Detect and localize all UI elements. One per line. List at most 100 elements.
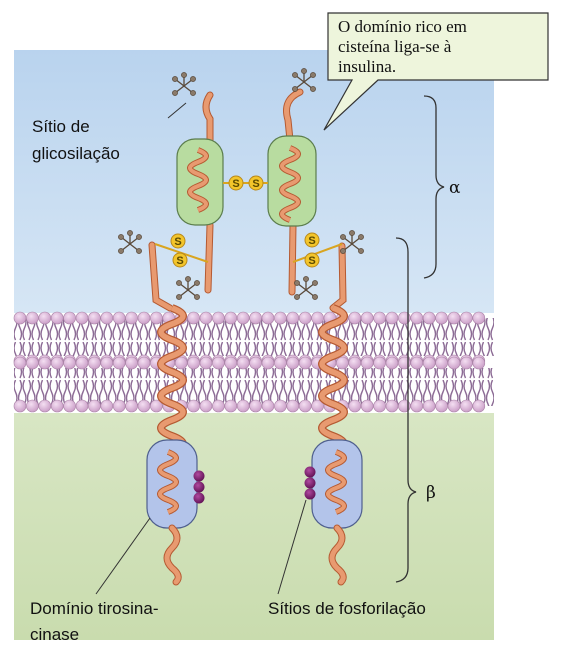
lipid-head — [212, 311, 225, 325]
lipid-head — [274, 356, 287, 370]
lipid-head — [360, 311, 374, 325]
phospho-label: Sítios de fosforilação — [268, 599, 426, 618]
lipid-head — [236, 356, 250, 370]
right-phospho-site-3 — [304, 488, 316, 500]
lipid-head — [137, 399, 151, 413]
lipid-head — [50, 311, 64, 325]
lipid-head — [460, 356, 473, 370]
lipid-head — [63, 399, 76, 413]
lipid-head — [410, 399, 424, 413]
lipid-head — [435, 356, 448, 370]
lipid-head — [187, 311, 200, 325]
lipid-head — [13, 356, 27, 370]
left-receptor-subunit — [146, 91, 224, 586]
alpha-label: α — [449, 178, 461, 198]
lipid-head — [100, 311, 114, 325]
lipid-head — [410, 311, 424, 325]
lipid-head — [50, 399, 64, 413]
left-phospho-site-2 — [193, 481, 205, 493]
lipid-head — [13, 399, 27, 413]
glycan-tree — [340, 230, 364, 254]
lipid-head — [75, 311, 89, 325]
disulfide-bonds: S S S S S S — [154, 175, 343, 268]
lipid-head — [447, 356, 461, 370]
lipid-head — [224, 399, 238, 413]
lipid-head — [311, 311, 324, 325]
lipid-head — [336, 356, 349, 370]
kinase-label-line-1: Domínio tirosina- — [30, 599, 159, 618]
lipid-head — [249, 356, 262, 370]
glycosylation-label-line-1: Sítio de — [32, 117, 90, 136]
left-phospho-site-3 — [193, 492, 205, 504]
lipid-head — [286, 399, 300, 413]
lipid-head — [261, 356, 275, 370]
lipid-head — [112, 356, 126, 370]
phospho-pointer — [277, 499, 307, 595]
glycan-tree — [118, 230, 142, 254]
lipid-head — [13, 311, 27, 325]
lipid-head — [447, 399, 461, 413]
lipid-head — [435, 311, 448, 325]
lipid-head — [348, 356, 362, 370]
lipid-head — [274, 311, 287, 325]
lipid-head — [236, 311, 250, 325]
lipid-head — [187, 356, 200, 370]
lipid-head — [100, 399, 114, 413]
glycan-tree — [176, 276, 200, 300]
glycosylation-pointer — [167, 102, 187, 119]
disulfide-s-1-label: S — [232, 178, 239, 190]
kinase-label-line-2: cinase — [30, 625, 79, 644]
lipid-head — [422, 311, 436, 325]
disulfide-s-6 — [304, 252, 320, 268]
lipid-head — [212, 399, 225, 413]
beta-bracket — [395, 237, 417, 583]
right-phospho-site-2 — [304, 477, 316, 489]
lipid-head — [187, 399, 200, 413]
right-phospho-site-1 — [304, 466, 316, 478]
disulfide-s-2 — [248, 175, 264, 191]
lipid-head — [50, 356, 64, 370]
lipid-head — [75, 356, 89, 370]
alpha-bracket — [423, 95, 445, 279]
lipid-head — [249, 311, 262, 325]
disulfide-s-4 — [172, 252, 188, 268]
disulfide-s-3-label: S — [174, 236, 181, 248]
glycan-tree — [172, 72, 196, 96]
lipid-head — [360, 356, 374, 370]
lipid-head — [261, 399, 275, 413]
lipid-head — [348, 311, 362, 325]
lipid-head — [373, 311, 386, 325]
lipid-head — [125, 311, 138, 325]
lipid-head — [26, 311, 39, 325]
disulfide-s-3 — [170, 233, 186, 249]
lipid-head — [38, 399, 52, 413]
lipid-head — [410, 356, 424, 370]
lipid-head — [100, 356, 114, 370]
lipid-head — [460, 399, 473, 413]
glycosylation-sites — [118, 68, 364, 300]
lipid-head — [385, 356, 399, 370]
disulfide-s-1 — [228, 175, 244, 191]
lipid-head — [125, 399, 138, 413]
disulfide-s-2-label: S — [252, 178, 259, 190]
lipid-head — [63, 311, 76, 325]
lipid-head — [137, 311, 151, 325]
membrane-bilayer — [13, 311, 494, 413]
lipid-head — [311, 399, 324, 413]
lipid-head — [261, 311, 275, 325]
beta-label: β — [426, 483, 436, 503]
lipid-head — [249, 399, 262, 413]
lipid-head — [75, 399, 89, 413]
lipid-head — [212, 356, 225, 370]
disulfide-s-5-label: S — [308, 235, 315, 247]
lipid-head — [348, 399, 362, 413]
lipid-head — [26, 356, 39, 370]
lipid-head — [88, 356, 101, 370]
lipid-head — [298, 311, 312, 325]
lipid-head — [199, 399, 213, 413]
right-receptor-subunit — [267, 88, 363, 586]
lipid-head — [199, 356, 213, 370]
lipid-head — [137, 356, 151, 370]
lipid-head — [63, 356, 76, 370]
